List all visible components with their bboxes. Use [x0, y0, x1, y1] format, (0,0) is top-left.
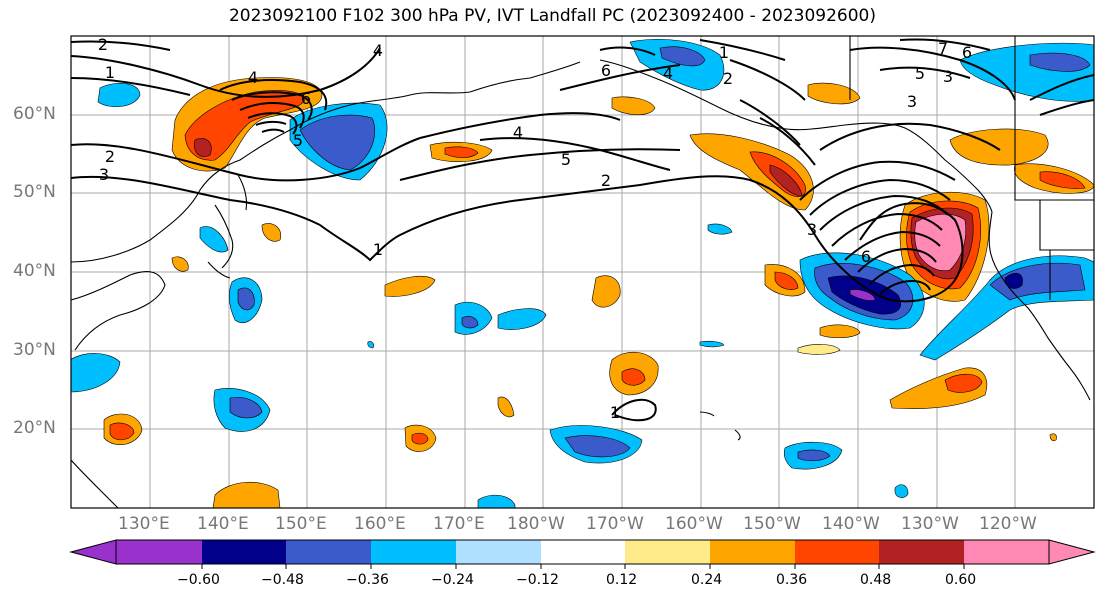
colorbar [69, 539, 1096, 569]
colorbar-tick-label: −0.12 [516, 572, 559, 588]
map-frame [70, 35, 1095, 509]
lon-label: 170°W [586, 514, 644, 534]
anomaly-fill-patches [71, 39, 1094, 508]
colorbar-swatch [710, 540, 795, 564]
lat-label: 50°N [13, 182, 56, 202]
lat-label: 60°N [13, 104, 56, 124]
contour-label: 2 [723, 69, 733, 88]
colorbar-swatch [371, 540, 456, 564]
colorbar-swatch [541, 540, 625, 564]
lon-label: 120°W [979, 514, 1037, 534]
colorbar-tick-label: 0.48 [860, 572, 892, 588]
contour-label: 2 [98, 35, 108, 54]
lon-label: 180°W [507, 514, 565, 534]
colorbar-tick-label: 0.24 [691, 572, 723, 588]
colorbar-swatch [795, 540, 879, 564]
contour-label: 6 [301, 89, 311, 108]
colorbar-swatch [116, 540, 202, 564]
lon-label: 160°W [665, 514, 723, 534]
colorbar-tick-label: 0.36 [776, 572, 808, 588]
colorbar-tick-label: −0.48 [261, 572, 304, 588]
lon-label: 150°W [743, 514, 801, 534]
contour-value-labels: 2 1 2 3 4 6 5 4 5 2 1 3 6 3 4 1 6 4 5 3 … [98, 35, 972, 422]
colorbar-tick-label: −0.24 [431, 572, 474, 588]
colorbar-tick-label: 0.60 [945, 572, 977, 588]
contour-label: 1 [373, 240, 383, 259]
colorbar-extend-low [69, 539, 117, 565]
lon-label: 150°E [275, 514, 327, 534]
coastlines [71, 36, 1094, 508]
contour-label: 4 [513, 123, 523, 142]
lon-label: 160°E [354, 514, 406, 534]
lon-label: 130°E [118, 514, 170, 534]
contour-label: 4 [663, 64, 673, 83]
contour-label: 6 [861, 247, 871, 266]
colorbar-tick-label: −0.36 [346, 572, 389, 588]
contour-label: 4 [373, 41, 383, 60]
lon-label: 170°E [433, 514, 485, 534]
lon-label: 140°E [197, 514, 249, 534]
contour-label: 3 [807, 220, 817, 239]
plot-title: 2023092100 F102 300 hPa PV, IVT Landfall… [228, 6, 876, 26]
contour-label: 1 [105, 63, 115, 82]
contour-label: 5 [561, 150, 571, 169]
colorbar-tick-label: 0.12 [606, 572, 638, 588]
colorbar-tick-label: −0.60 [177, 572, 220, 588]
contour-label: 1 [610, 403, 620, 422]
lon-label: 130°W [901, 514, 959, 534]
colorbar-swatch [286, 540, 371, 564]
contour-label: 5 [293, 131, 303, 150]
contour-label: 2 [601, 171, 611, 190]
lon-label: 140°W [822, 514, 880, 534]
colorbar-swatch [456, 540, 541, 564]
contour-label: 3 [907, 92, 917, 111]
contour-label: 4 [248, 68, 258, 87]
contour-label: 6 [601, 61, 611, 80]
colorbar-extend-high [1048, 539, 1096, 565]
contour-label: 6 [962, 43, 972, 62]
lat-label: 20°N [13, 418, 56, 438]
contour-label: 2 [105, 147, 115, 166]
lat-label: 40°N [13, 261, 56, 281]
contour-label: 5 [915, 64, 925, 83]
contour-label: 3 [943, 67, 953, 86]
contour-label: 3 [99, 165, 109, 184]
ivt-contours [71, 38, 1094, 422]
lat-label: 30°N [13, 340, 56, 360]
colorbar-swatch [625, 540, 710, 564]
colorbar-swatch [202, 540, 286, 564]
colorbar-swatch [879, 540, 964, 564]
contour-label: 7 [938, 39, 948, 58]
colorbar-swatch [964, 540, 1049, 564]
contour-label: 1 [719, 43, 729, 62]
